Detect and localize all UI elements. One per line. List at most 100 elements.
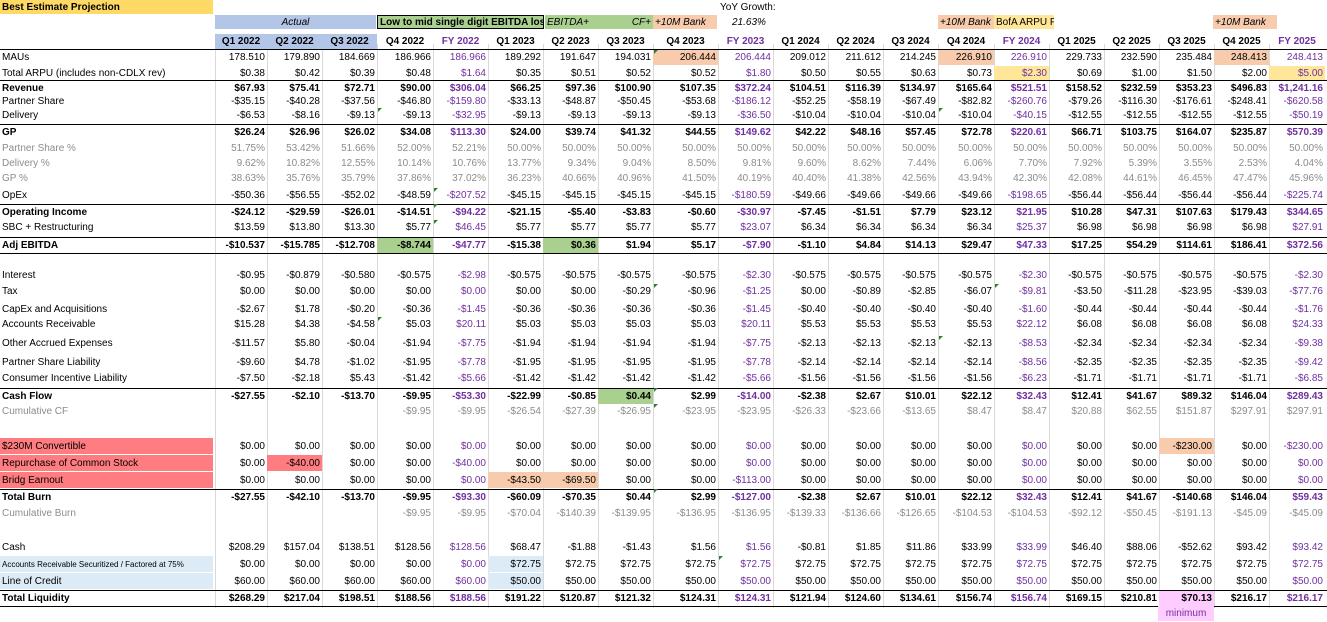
cell[interactable]: -$37.56 [341, 95, 375, 107]
cell[interactable]: $89.32 [1181, 391, 1212, 402]
cell[interactable]: -$50.45 [1123, 508, 1157, 519]
cell[interactable]: -$82.82 [958, 95, 992, 107]
cell[interactable]: 9.04% [622, 158, 651, 169]
cell[interactable]: -$40.00 [267, 455, 322, 471]
cell[interactable]: $124.60 [844, 593, 881, 604]
row-label[interactable]: Cash Flow [2, 391, 53, 402]
cell[interactable]: $14.13 [905, 240, 936, 251]
cell[interactable] [322, 506, 377, 521]
cell[interactable]: $0.00 [1076, 474, 1102, 486]
row-label[interactable]: Total Burn [2, 492, 52, 503]
cell[interactable]: -$27.55 [231, 391, 265, 402]
cell[interactable]: $0.00 [349, 286, 375, 297]
cell[interactable]: 8.62% [852, 158, 881, 169]
cell[interactable]: -$93.30 [452, 492, 486, 503]
cell[interactable]: -$53.68 [682, 95, 716, 107]
column-header[interactable]: Q1 2024 [781, 36, 820, 47]
cell[interactable]: $72.75 [850, 558, 881, 570]
cell[interactable]: 50.00% [507, 143, 541, 154]
cell[interactable]: -$1.42 [512, 373, 541, 384]
cell[interactable]: $6.34 [855, 222, 881, 233]
cell[interactable]: $1.64 [460, 67, 486, 79]
cell[interactable]: -$42.10 [286, 492, 320, 503]
column-header[interactable]: Q2 2025 [1112, 36, 1151, 47]
cell[interactable]: 41.38% [847, 173, 881, 184]
cell[interactable]: 51.75% [231, 143, 265, 154]
cell[interactable]: -$13.65 [902, 406, 936, 417]
cell[interactable]: $0.00 [745, 440, 771, 452]
column-header[interactable]: Q1 2023 [496, 36, 535, 47]
cell[interactable]: 42.08% [1068, 173, 1102, 184]
cell[interactable]: $0.00 [349, 457, 375, 469]
row-label[interactable]: Other Accrued Expenses [2, 338, 113, 349]
cell[interactable]: -$50.36 [231, 190, 265, 201]
cell[interactable]: $0.00 [1241, 474, 1267, 486]
cell[interactable]: $46.40 [1071, 541, 1102, 553]
row-label[interactable]: Partner Share [2, 95, 65, 107]
cell[interactable]: $0.69 [1076, 67, 1102, 79]
cell[interactable]: -$0.40 [797, 304, 826, 315]
row-label[interactable]: GP % [2, 173, 28, 184]
cell[interactable]: 50.00% [737, 143, 771, 154]
cell[interactable]: $0.00 [515, 457, 541, 469]
cell[interactable]: -$2.14 [907, 357, 936, 368]
row-label[interactable]: Cumulative CF [2, 406, 69, 417]
cell[interactable]: 179.890 [283, 52, 320, 63]
cell[interactable]: -$139.95 [611, 508, 651, 519]
cell[interactable]: -$58.19 [847, 95, 881, 107]
cell[interactable]: -$6.23 [1018, 373, 1047, 384]
cell[interactable]: $93.42 [1292, 541, 1323, 553]
cell[interactable]: $72.75 [1292, 558, 1323, 570]
cell[interactable]: $100.90 [614, 82, 651, 94]
cell[interactable]: $60.00 [344, 575, 375, 587]
cell[interactable]: $5.53 [800, 319, 826, 330]
cell[interactable]: $2.99 [690, 391, 716, 402]
cell[interactable]: $13.30 [344, 222, 375, 233]
row-label[interactable]: Partner Share Liability [2, 357, 101, 368]
cell[interactable]: $0.00 [570, 286, 596, 297]
cell[interactable]: $0.00 [349, 474, 375, 486]
cell[interactable]: -$1.95 [567, 357, 596, 368]
cell[interactable]: $0.44 [625, 492, 651, 503]
cell[interactable]: $25.37 [1016, 222, 1047, 233]
cell[interactable]: -$2.35 [1238, 357, 1267, 368]
cell[interactable]: $6.98 [1241, 222, 1267, 233]
cell[interactable]: 235.484 [1175, 52, 1212, 63]
cell[interactable]: $47.33 [1016, 240, 1047, 251]
cell[interactable]: 52.00% [397, 143, 431, 154]
row-label[interactable]: $230M Convertible [0, 438, 213, 454]
cell[interactable] [215, 506, 267, 521]
cell[interactable]: $6.08 [1076, 319, 1102, 330]
cell[interactable]: 50.00% [682, 143, 716, 154]
cell[interactable]: $0.55 [855, 67, 881, 79]
cell[interactable]: $0.00 [570, 440, 596, 452]
cell[interactable]: -$8.56 [1018, 357, 1047, 368]
cell[interactable]: $0.00 [460, 286, 486, 297]
cell[interactable]: -$94.22 [452, 207, 486, 218]
cell[interactable]: -$26.33 [792, 406, 826, 417]
cell[interactable]: $5.03 [625, 319, 651, 330]
cell[interactable]: 191.647 [559, 52, 596, 63]
cell[interactable]: 40.19% [737, 173, 771, 184]
cell[interactable]: -$9.81 [1018, 286, 1047, 297]
cell[interactable]: $0.00 [349, 440, 375, 452]
column-header[interactable]: Q3 2025 [1167, 36, 1206, 47]
cell[interactable]: 37.02% [452, 173, 486, 184]
cell[interactable]: -$0.580 [341, 270, 375, 281]
cell[interactable]: $0.36 [543, 238, 598, 253]
cell[interactable]: -$139.33 [786, 508, 826, 519]
cell[interactable]: 37.86% [397, 173, 431, 184]
cell[interactable]: $5.53 [910, 319, 936, 330]
cell[interactable]: -$52.02 [341, 190, 375, 201]
cell[interactable]: 10.76% [452, 158, 486, 169]
cell[interactable]: -$15.785 [280, 240, 320, 251]
cell[interactable]: $20.88 [1071, 406, 1102, 417]
cell[interactable]: -$39.03 [1233, 286, 1267, 297]
cell[interactable]: $169.15 [1065, 593, 1102, 604]
cell[interactable]: $50.00 [1071, 575, 1102, 587]
cell[interactable]: -$2.30 [1018, 270, 1047, 281]
cell[interactable]: $57.45 [905, 127, 936, 138]
cell[interactable]: -$260.76 [1007, 95, 1047, 107]
cell[interactable]: 2.53% [1238, 158, 1267, 169]
cell[interactable]: $289.43 [1286, 391, 1323, 402]
